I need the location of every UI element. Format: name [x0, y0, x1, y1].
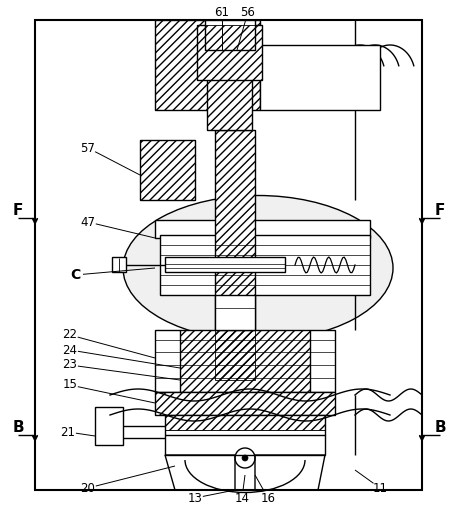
- Text: 61: 61: [214, 6, 230, 18]
- Text: 23: 23: [62, 358, 78, 372]
- Text: 20: 20: [80, 482, 96, 495]
- Text: 47: 47: [80, 215, 96, 229]
- Bar: [165, 257, 285, 272]
- Bar: [205, 20, 255, 50]
- Bar: [140, 140, 195, 200]
- Text: 14: 14: [235, 492, 249, 504]
- Bar: [155, 20, 260, 110]
- Bar: [180, 330, 310, 392]
- Text: 15: 15: [62, 379, 78, 391]
- Bar: [155, 392, 335, 415]
- Bar: [215, 130, 255, 380]
- Ellipse shape: [123, 195, 393, 341]
- Bar: [160, 235, 370, 295]
- Bar: [197, 25, 262, 80]
- Bar: [95, 407, 123, 445]
- Bar: [155, 220, 370, 238]
- Text: B: B: [12, 419, 24, 435]
- Text: C: C: [70, 268, 80, 282]
- Text: F: F: [13, 203, 23, 217]
- Bar: [260, 45, 380, 110]
- Bar: [165, 415, 325, 455]
- Text: 11: 11: [372, 482, 388, 495]
- Circle shape: [242, 455, 248, 461]
- Bar: [155, 20, 260, 110]
- Bar: [165, 415, 325, 430]
- Bar: [165, 415, 325, 430]
- Bar: [197, 25, 262, 80]
- Bar: [207, 20, 252, 130]
- Bar: [155, 392, 335, 415]
- Text: 13: 13: [188, 492, 202, 504]
- Bar: [215, 130, 255, 380]
- Bar: [155, 330, 335, 392]
- Bar: [207, 20, 252, 130]
- Text: 57: 57: [80, 142, 96, 155]
- Bar: [112, 257, 126, 272]
- Bar: [140, 140, 195, 200]
- Text: 24: 24: [62, 344, 78, 356]
- Text: 16: 16: [261, 492, 275, 504]
- Bar: [215, 295, 255, 330]
- Text: F: F: [435, 203, 445, 217]
- Text: 21: 21: [61, 426, 75, 438]
- Text: 56: 56: [241, 6, 255, 18]
- Bar: [35, 20, 422, 490]
- Text: B: B: [434, 419, 446, 435]
- Text: 22: 22: [62, 328, 78, 342]
- Bar: [180, 330, 310, 392]
